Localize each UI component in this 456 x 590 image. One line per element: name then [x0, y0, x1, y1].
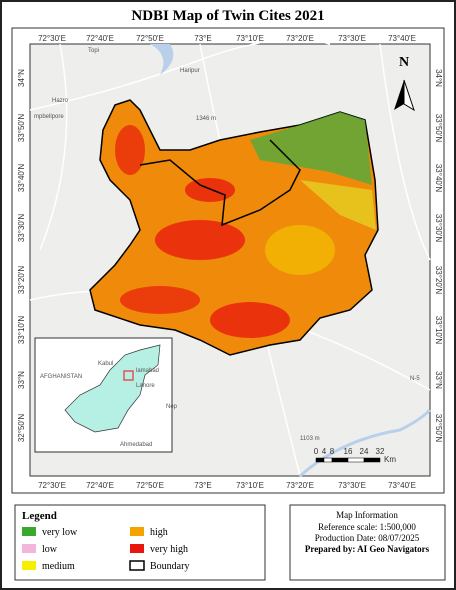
legend-swatch [22, 544, 36, 553]
scale-segment [347, 457, 365, 463]
grid-label-bottom: 73°10'E [236, 481, 264, 490]
place-labels: Topi Haripur Hazro mpbellpore 1346 m 1103 m N-… [34, 48, 420, 442]
inset-label: Lahore [136, 383, 155, 389]
boundary [139, 139, 301, 227]
grid-label-right: 33°40'N [434, 164, 443, 193]
scale-tick: 0 [314, 447, 319, 456]
grid-label-top: 72°30'E [38, 34, 66, 43]
grid-label-bottom: 72°30'E [38, 481, 66, 490]
grid-label-bottom: 72°50'E [136, 481, 164, 490]
grid-label-right: 33°20'N [434, 266, 443, 295]
legend-swatch [130, 544, 144, 553]
grid-label-bottom: 73°40'E [388, 481, 416, 490]
scale-tick: 4 [322, 447, 327, 456]
legend-label: Boundary [150, 561, 189, 572]
title: NDBI Map of Twin Cites 2021 [131, 8, 324, 24]
info-title: Map Information [336, 510, 398, 520]
place-label: 1346 m [196, 116, 216, 122]
grid-label-top: 73°E [194, 34, 211, 43]
grid-label-left: 33°N [17, 371, 26, 389]
grid-label-top: 73°20'E [286, 34, 314, 43]
inset-labels: AFGHANISTAN Kabul lamabad Lahore Ahmedabad Ne… [40, 361, 178, 448]
inset-label: AFGHANISTAN [40, 374, 82, 380]
grid-label-left: 33°10'N [17, 316, 26, 345]
scale-segment [323, 457, 333, 463]
grid-label-left: 33°50'N [17, 114, 26, 143]
inset: AFGHANISTAN Kabul lamabad Lahore Ahmedabad Ne… [34, 337, 178, 453]
grid-label-bottom: 73°30'E [338, 481, 366, 490]
grid-label-right: 32°50'N [434, 414, 443, 443]
north-arrow: N [394, 55, 415, 112]
grid-label-top: 72°50'E [136, 34, 164, 43]
scale-tick: 32 [376, 447, 385, 456]
grid-label-right: 33°N [434, 371, 443, 389]
grid-label-top: 73°30'E [338, 34, 366, 43]
inset-label: Nep [166, 404, 178, 410]
place-label: mpbellpore [34, 114, 64, 120]
grid-label-left: 34°N [17, 69, 26, 87]
north-label: N [399, 55, 409, 70]
lake [150, 44, 174, 75]
grid-label-bottom: 72°40'E [86, 481, 114, 490]
inset-label: Kabul [98, 361, 113, 367]
scale-segment [363, 457, 381, 463]
grid-label-bottom: 73°E [194, 481, 211, 490]
info-line: Prepared by: AI Geo Navigators [305, 544, 430, 554]
legend-label: very high [150, 544, 188, 555]
graticule-labels: 72°30'E 72°40'E 72°50'E 73°E 73°10'E 73°20'E 7… [17, 34, 443, 490]
grid-label-top: 73°10'E [236, 34, 264, 43]
place-label: N-5 [410, 376, 420, 382]
scale-tick: 24 [360, 447, 369, 456]
grid-label-right: 34°N [434, 69, 443, 87]
scale-unit: Km [384, 455, 396, 464]
map-frame [11, 27, 445, 494]
grid-label-right: 33°10'N [434, 316, 443, 345]
info-box [289, 504, 446, 581]
grid-label-right: 33°50'N [434, 114, 443, 143]
map-info: Map Information Reference scale: 1:500,00… [305, 510, 430, 554]
place-label: Topi [88, 48, 99, 54]
grid-label-left: 32°50'N [17, 414, 26, 443]
place-label: Hazro [52, 98, 69, 104]
legend-swatch [129, 560, 145, 571]
legend-label: very low [42, 527, 78, 538]
grid-label-bottom: 73°20'E [286, 481, 314, 490]
legend-label: medium [42, 561, 75, 572]
place-label: 1103 m [300, 436, 320, 442]
inset-label: Ahmedabad [120, 442, 152, 448]
ndbi-patches [115, 112, 376, 338]
grid-label-left: 33°20'N [17, 266, 26, 295]
info-line: Reference scale: 1:500,000 [318, 522, 416, 532]
grid-label-left: 33°30'N [17, 214, 26, 243]
grid-label-left: 33°40'N [17, 164, 26, 193]
scale-tick: 16 [344, 447, 353, 456]
info-line: Production Date: 08/07/2025 [315, 533, 420, 543]
legend-swatch [130, 527, 144, 536]
place-label: Haripur [180, 68, 200, 74]
scale-segment [315, 457, 325, 463]
legend-swatch [22, 527, 36, 536]
legend-label: low [42, 544, 58, 555]
grid-label-right: 33°30'N [434, 214, 443, 243]
legend-label: high [150, 527, 168, 538]
legend: very low high low very high medium Boundary [22, 527, 189, 572]
grid-label-top: 72°40'E [86, 34, 114, 43]
legend-title: Legend [22, 510, 57, 522]
inset-label: lamabad [136, 368, 159, 374]
scale-tick: 8 [330, 447, 335, 456]
scale-segment [331, 457, 349, 463]
grid-label-top: 73°40'E [388, 34, 416, 43]
legend-swatch [22, 561, 36, 570]
